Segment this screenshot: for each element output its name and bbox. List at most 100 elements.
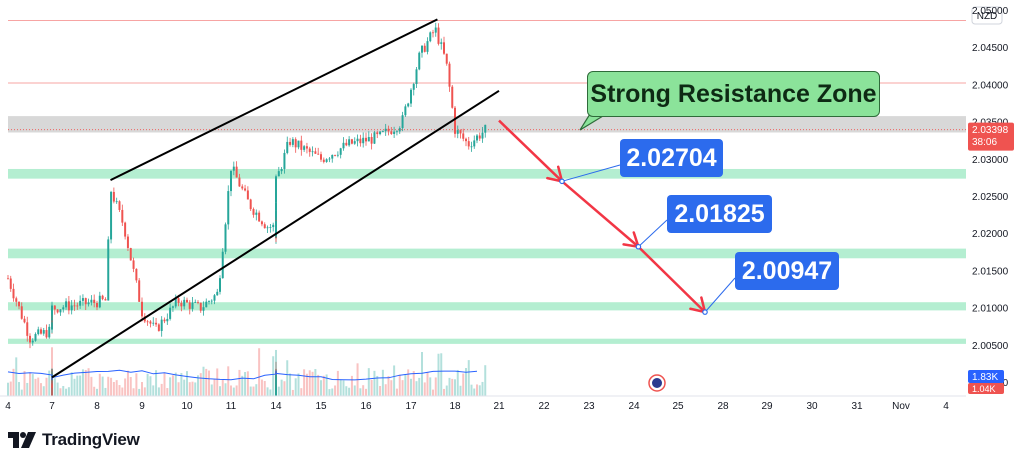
candle-body (93, 299, 96, 304)
volume-bar (96, 388, 98, 396)
candle-body (283, 152, 286, 169)
volume-bar (336, 370, 339, 396)
volume-bar (126, 370, 129, 396)
candle-body (87, 302, 90, 305)
candle-body (249, 199, 252, 210)
candle-body (263, 224, 266, 229)
volume-bar (104, 387, 107, 396)
volume-bar (244, 372, 247, 396)
event-marker-icon (648, 374, 666, 392)
volume-bar (350, 375, 353, 396)
volume-bar (448, 377, 451, 396)
candle-body (26, 322, 29, 336)
x-tick-label: 14 (270, 401, 282, 412)
x-tick-label: 22 (538, 401, 550, 412)
volume-bar (51, 381, 53, 396)
volume-bar (93, 386, 96, 396)
candle-body (334, 154, 337, 156)
candle-body (291, 139, 294, 145)
candle-body (186, 299, 188, 303)
volume-bar (275, 372, 277, 396)
volume-bar (462, 373, 465, 396)
volume-bar (275, 375, 277, 396)
volume-bar (465, 368, 467, 396)
x-tick-label: 23 (583, 401, 595, 412)
volume-label: 1.83K (972, 372, 998, 383)
candle-body (59, 309, 62, 313)
volume-bar (23, 370, 26, 396)
volume-bar (194, 382, 197, 396)
volume-bar (269, 389, 272, 396)
candle-body (410, 89, 412, 104)
volume-bar (445, 385, 448, 396)
candle-body (356, 138, 359, 142)
candle-body (96, 303, 98, 308)
volume-bar (331, 388, 334, 396)
candle-body (308, 148, 311, 152)
candle-body (45, 330, 48, 338)
candle-body (311, 151, 314, 153)
candle-body (317, 153, 320, 155)
candle-body (138, 280, 141, 302)
candle-body (18, 301, 20, 307)
candle-body (210, 300, 213, 302)
target-label-1: 2.02704 (620, 139, 723, 177)
volume-bar (51, 375, 53, 396)
candle-body (202, 307, 205, 311)
volume-bar (484, 365, 487, 396)
volume-bar (275, 376, 277, 396)
x-tick-label: 15 (315, 401, 327, 412)
candle-body (135, 268, 138, 281)
volume-bar (286, 360, 289, 396)
target-label-3: 2.00947 (735, 252, 839, 290)
volume-bar (171, 375, 174, 396)
volume-bar (345, 386, 348, 396)
volume-bar (51, 388, 53, 396)
volume-bar (216, 368, 219, 396)
volume-bar (401, 380, 404, 396)
volume-bar (454, 379, 456, 396)
volume-bar (481, 381, 484, 396)
volume-bar (370, 379, 373, 396)
volume-bar (275, 386, 277, 396)
candle-body (155, 322, 158, 325)
candle-body (34, 334, 37, 341)
volume-bar (188, 382, 191, 396)
volume-bar (149, 376, 152, 396)
candle-body (53, 305, 56, 310)
target-point-3 (702, 309, 708, 315)
tradingview-logo[interactable]: TradingView (8, 428, 140, 452)
candle-body (163, 319, 166, 322)
volume-bar (177, 382, 180, 396)
volume-bar (76, 375, 79, 396)
volume-bar (51, 347, 53, 396)
volume-bar (138, 388, 141, 396)
volume-bar (51, 384, 53, 396)
volume-bar (275, 387, 277, 396)
volume-bar (320, 380, 322, 396)
candle-body (280, 168, 283, 172)
x-tick-label: 25 (672, 401, 684, 412)
volume-bar (353, 385, 356, 396)
volume-bar (272, 356, 275, 396)
candle-body (362, 137, 365, 144)
candle-body (62, 307, 65, 310)
candle-body (445, 53, 448, 64)
volume-bar (275, 383, 277, 396)
candle-body (241, 186, 244, 189)
volume-bar (348, 387, 351, 396)
support-zone-4 (8, 338, 966, 344)
y-tick-label: 2.01000 (972, 304, 1009, 315)
candle-body (437, 27, 440, 44)
volume-bar (294, 378, 297, 396)
volume-bar (157, 387, 160, 396)
volume-bar (56, 382, 59, 396)
volume-bar (51, 380, 53, 396)
candle-body (31, 340, 34, 343)
volume-bar (426, 371, 429, 396)
volume-bar (473, 388, 476, 396)
volume-bar (395, 388, 398, 396)
x-tick-label: 18 (449, 401, 461, 412)
volume-bar (300, 388, 303, 396)
